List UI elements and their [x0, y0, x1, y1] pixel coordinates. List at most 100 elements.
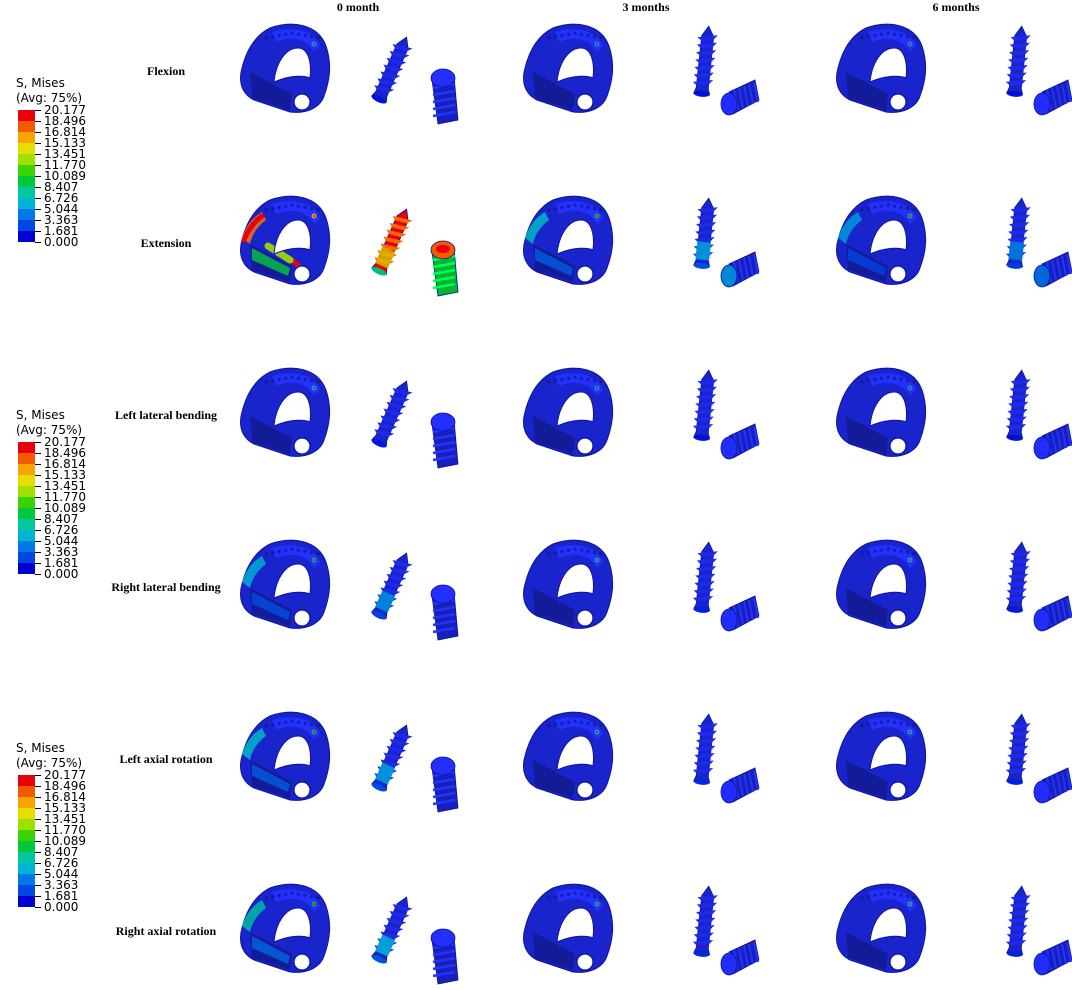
row-label-left-axial-rotation: Left axial rotation: [119, 752, 213, 766]
legend-tick: [35, 830, 41, 831]
legend-tick: [35, 786, 41, 787]
cage-model: [836, 367, 927, 457]
legend-tick: [35, 519, 41, 520]
screw-cap-model: [1033, 595, 1072, 632]
legend-value: 11.770: [44, 490, 86, 504]
legend-value: 1.681: [44, 556, 79, 570]
legend-tick: [35, 132, 41, 133]
row-label-right-lateral-bending: Right lateral bending: [111, 580, 221, 594]
legend-tick: [35, 530, 41, 531]
legend-value: 10.089: [44, 501, 86, 515]
legend-value: 10.089: [44, 169, 86, 183]
screw-cap-model: [430, 240, 459, 297]
legend-title: S, Mises: [16, 741, 65, 755]
screw-cap-model: [1033, 79, 1072, 116]
cage-model: [523, 367, 614, 457]
row-label-left-lateral-bending: Left lateral bending: [115, 408, 217, 422]
legend-tick: [35, 110, 41, 111]
legend-tick: [35, 176, 41, 177]
legend-tick: [35, 797, 41, 798]
screw-cap-model: [720, 595, 760, 632]
legend-color-swatch: [18, 786, 35, 797]
legend-color-swatch: [18, 475, 35, 486]
legend-scale: 20.177 18.496 16.814 15.133 13.451 11.770 10.0…: [16, 104, 126, 255]
legend-value: 13.451: [44, 812, 86, 826]
screw-cap-model: [430, 68, 459, 125]
cage-model: [836, 711, 927, 801]
cage-model: [240, 539, 331, 629]
legend-value: 18.496: [44, 779, 86, 793]
legend-tick: [35, 563, 41, 564]
legend-tick: [35, 187, 41, 188]
legend-tick: [35, 907, 41, 908]
cage-model: [523, 711, 614, 801]
legend-tick: [35, 841, 41, 842]
legend-tick: [35, 896, 41, 897]
screw-cap-model: [720, 423, 760, 460]
row-label-flexion: Flexion: [147, 64, 185, 78]
legend-color-bar: [18, 110, 35, 242]
screw-model: [692, 197, 718, 269]
row-label-extension: Extension: [140, 236, 192, 250]
legend-tick: [35, 819, 41, 820]
legend-value: 6.726: [44, 856, 79, 870]
legend-value: 0.000: [44, 900, 79, 914]
legend-color-swatch: [18, 830, 35, 841]
legend-color-swatch: [18, 541, 35, 552]
legend-value: 11.770: [44, 823, 86, 837]
legend-tick: [35, 508, 41, 509]
legend-color-swatch: [18, 486, 35, 497]
legend-value: 16.814: [44, 457, 86, 471]
screw-cap-model: [720, 79, 760, 116]
legend-tick: [35, 874, 41, 875]
legend-color-swatch: [18, 121, 35, 132]
cage-model: [836, 883, 927, 973]
legend-value: 6.726: [44, 191, 79, 205]
legend-color-swatch: [18, 198, 35, 209]
legend-color-swatch: [18, 497, 35, 508]
legend-value: 5.044: [44, 867, 79, 881]
legend-value: 16.814: [44, 790, 86, 804]
legend-value: 1.681: [44, 889, 79, 903]
legend-color-swatch: [18, 808, 35, 819]
legend-value: 6.726: [44, 523, 79, 537]
screw-model: [371, 724, 413, 792]
legend-color-swatch: [18, 508, 35, 519]
legend-color-swatch: [18, 143, 35, 154]
legend-subtitle: (Avg: 75%): [16, 756, 83, 770]
legend-color-swatch: [18, 453, 35, 464]
legend-tick: [35, 852, 41, 853]
legend-value: 13.451: [44, 147, 86, 161]
legend-value: 15.133: [44, 468, 86, 482]
screw-model: [371, 36, 413, 104]
screw-model: [1005, 713, 1031, 785]
legend-color-swatch: [18, 110, 35, 121]
legend-tick: [35, 143, 41, 144]
screw-cap-model: [430, 756, 459, 813]
legend-color-swatch: [18, 819, 35, 830]
legend-value: 13.451: [44, 479, 86, 493]
legend-subtitle: (Avg: 75%): [16, 423, 83, 437]
screw-model: [692, 885, 718, 957]
legend-color-swatch: [18, 176, 35, 187]
screw-model: [371, 208, 413, 276]
legend-color-bar: [18, 775, 35, 907]
legend-tick: [35, 486, 41, 487]
legend-color-swatch: [18, 852, 35, 863]
legend-tick: [35, 242, 41, 243]
legend-value: 16.814: [44, 125, 86, 139]
legend-tick: [35, 231, 41, 232]
legend-color-swatch: [18, 132, 35, 143]
legend-tick: [35, 121, 41, 122]
legend-scale: 20.177 18.496 16.814 15.133 13.451 11.770 10.0…: [16, 768, 126, 920]
legend-value: 3.363: [44, 878, 79, 892]
legend-color-swatch: [18, 220, 35, 231]
legend-value: 20.177: [44, 768, 86, 782]
legend-value: 8.407: [44, 512, 79, 526]
screw-model: [1005, 885, 1031, 957]
legend-title: S, Mises: [16, 76, 65, 90]
cage-model: [240, 367, 331, 457]
legend-color-swatch: [18, 209, 35, 220]
screw-model: [692, 713, 718, 785]
